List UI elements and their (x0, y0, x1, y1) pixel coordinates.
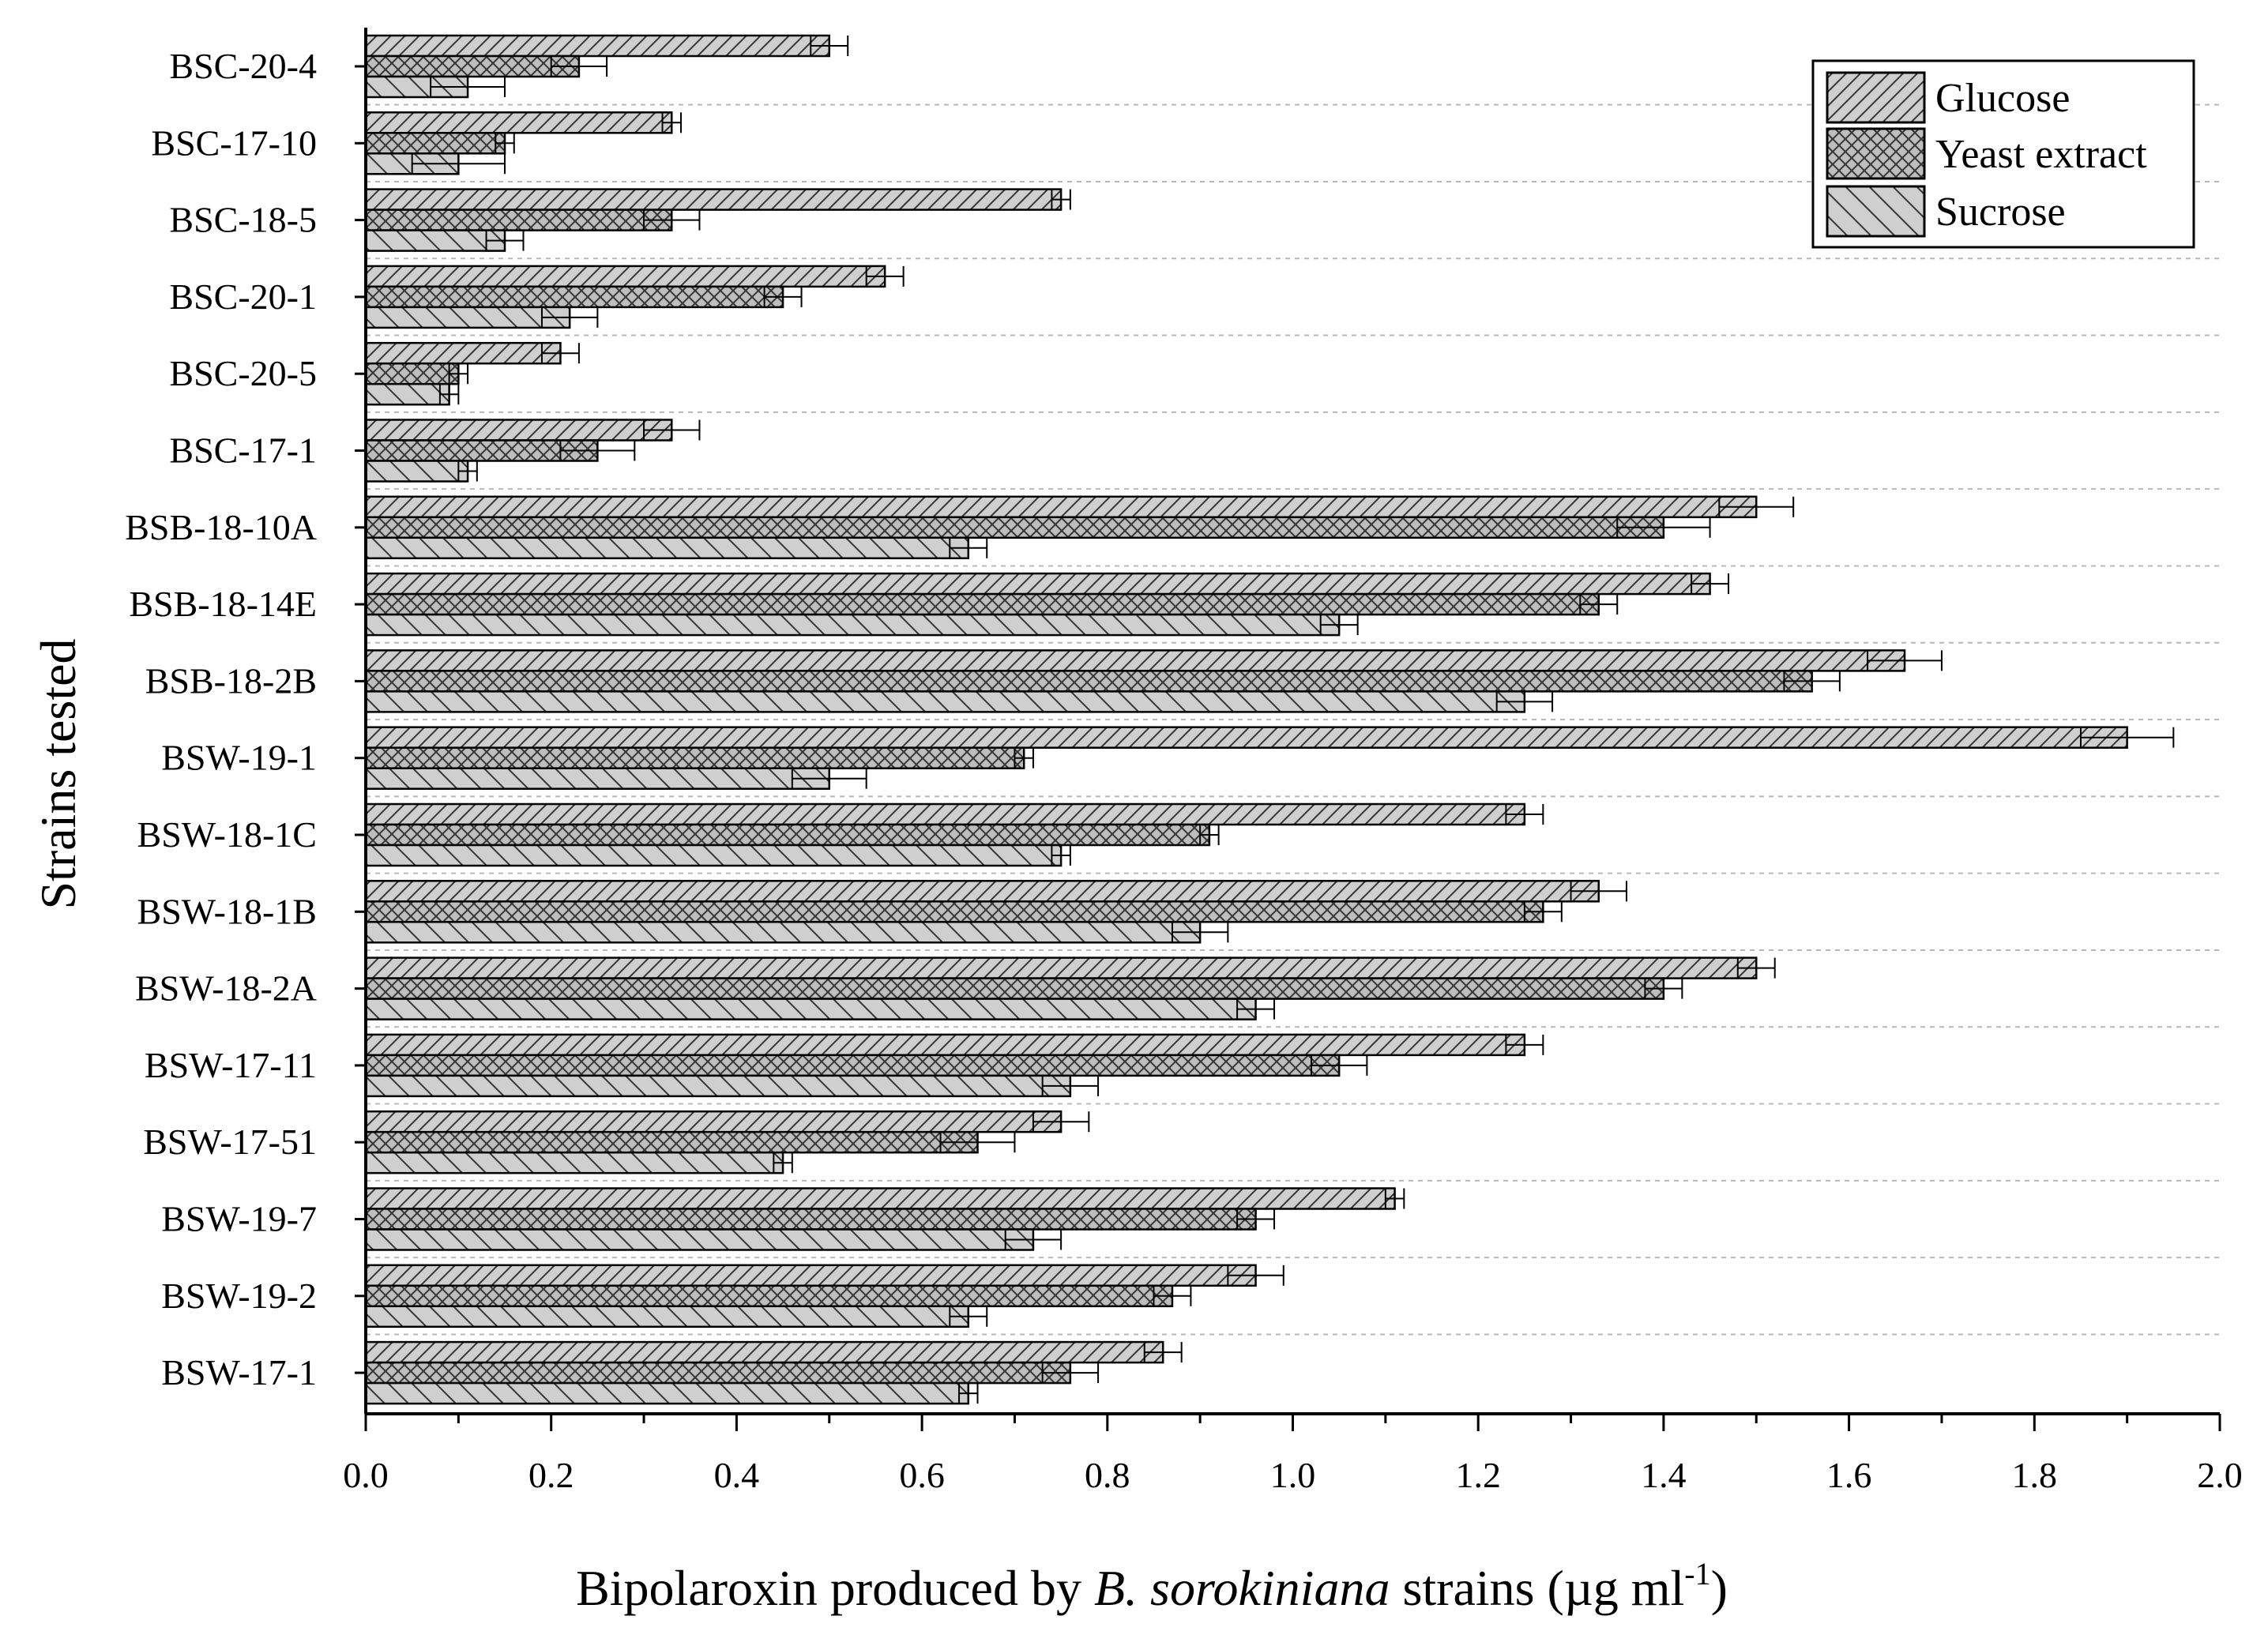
y-tick-label-bsc-17-10: BSC-17-10 (151, 122, 317, 163)
bar-sucrose-bsw-18-2a (364, 998, 1257, 1020)
bar-yeast-extract-bsb-18-10a (364, 516, 1665, 539)
y-tick-label-bsw-18-1b: BSW-18-1B (137, 891, 317, 931)
y-tick-label-bsc-18-5: BSC-18-5 (169, 200, 317, 240)
bar-sucrose-bsw-19-7 (364, 1228, 1035, 1251)
x-tick-label-0-6: 0.6 (899, 1455, 945, 1495)
bar-yeast-extract-bsw-19-2 (364, 1284, 1174, 1308)
bar-yeast-extract-bsb-18-14e (364, 592, 1600, 616)
bar-sucrose-bsw-17-11 (364, 1074, 1072, 1098)
bar-sucrose-bsc-20-5 (364, 382, 450, 406)
bar-glucose-bsc-20-1 (364, 265, 886, 288)
y-tick-label-bsb-18-14e: BSB-18-14E (129, 584, 317, 624)
bar-glucose-bsc-20-4 (364, 34, 830, 58)
bar-glucose-bsw-18-2a (364, 956, 1758, 979)
bar-sucrose-bsw-18-1b (364, 921, 1202, 944)
bar-yeast-extract-bsw-18-1c (364, 823, 1211, 847)
bar-sucrose-bsb-18-10a (364, 536, 970, 560)
x-tick-label-0-8: 0.8 (1085, 1455, 1130, 1495)
bar-sucrose-bsw-18-1c (364, 844, 1063, 867)
x-axis-title-close: ) (1711, 1560, 1728, 1616)
x-tick-label-2-0: 2.0 (2197, 1455, 2243, 1495)
legend-label-sucrose: Sucrose (1935, 190, 2066, 235)
bar-yeast-extract-bsw-17-51 (364, 1130, 979, 1154)
bar-glucose-bsb-18-2b (364, 649, 1906, 672)
x-tick-label-0-4: 0.4 (714, 1455, 760, 1495)
bars (364, 34, 2175, 1405)
y-tick-label-bsc-20-1: BSC-20-1 (169, 276, 317, 317)
x-axis-title-superscript: -1 (1684, 1556, 1710, 1592)
y-tick-label-bsb-18-2b: BSB-18-2B (145, 660, 317, 701)
bar-sucrose-bsw-19-2 (364, 1305, 970, 1328)
legend-label-glucose: Glucose (1935, 76, 2070, 121)
y-tick-label-bsc-20-5: BSC-20-5 (169, 353, 317, 393)
bar-sucrose-bsc-17-1 (364, 460, 469, 483)
bar-yeast-extract-bsw-19-7 (364, 1208, 1257, 1231)
x-tick-label-0-0: 0.0 (343, 1455, 389, 1495)
bar-glucose-bsc-17-1 (364, 419, 673, 442)
bar-yeast-extract-bsc-17-1 (364, 439, 599, 462)
legend: Glucose Yeast extract Sucrose (1811, 59, 2195, 249)
bar-yeast-extract-bsw-17-11 (364, 1054, 1341, 1077)
y-axis-title: Strains tested (30, 638, 86, 909)
y-tick-label-bsw-19-7: BSW-19-7 (161, 1199, 317, 1239)
bar-yeast-extract-bsc-18-5 (364, 209, 673, 231)
bar-glucose-bsc-18-5 (364, 188, 1063, 211)
bar-glucose-bsw-19-1 (364, 726, 2128, 749)
bar-glucose-bsc-17-10 (364, 111, 673, 134)
x-tick-label-1-6: 1.6 (1826, 1455, 1872, 1495)
y-tick-label-bsb-18-10a: BSB-18-10A (125, 507, 317, 547)
bar-yeast-extract-bsb-18-2b (364, 670, 1813, 693)
bar-glucose-bsw-18-1c (364, 802, 1526, 826)
bar-yeast-extract-bsw-18-2a (364, 977, 1665, 1000)
legend-label-yeast-extract: Yeast extract (1935, 132, 2147, 177)
bar-sucrose-bsb-18-14e (364, 613, 1341, 637)
y-ticks: BSC-20-4 BSC-17-10 BSC-18-5 BSC-20-1 BSC-20-… (125, 46, 366, 1392)
bar-yeast-extract-bsc-20-1 (364, 285, 784, 309)
bar-glucose-bsw-17-11 (364, 1033, 1526, 1057)
bar-yeast-extract-bsw-19-1 (364, 746, 1025, 769)
bar-sucrose-bsb-18-2b (364, 690, 1526, 713)
y-tick-label-bsw-18-2a: BSW-18-2A (135, 968, 317, 1009)
bar-glucose-bsb-18-10a (364, 495, 1758, 519)
y-tick-label-bsw-19-2: BSW-19-2 (161, 1276, 317, 1316)
bar-glucose-bsw-17-51 (364, 1110, 1063, 1133)
bar-sucrose-bsw-17-1 (364, 1381, 970, 1405)
legend-swatch-yeast-extract (1826, 127, 1926, 180)
bar-sucrose-bsc-20-1 (364, 306, 571, 329)
y-tick-label-bsw-17-11: BSW-17-11 (145, 1045, 317, 1085)
y-tick-label-bsw-18-1c: BSW-18-1C (137, 814, 317, 855)
legend-swatch-glucose (1826, 71, 1926, 124)
bar-glucose-bsw-19-7 (364, 1187, 1396, 1210)
bar-sucrose-bsw-19-1 (364, 767, 830, 790)
x-tick-label-1-0: 1.0 (1270, 1455, 1316, 1495)
x-axis-title: Bipolaroxin produced by B. sorokiniana s… (576, 1556, 1728, 1616)
bar-sucrose-bsc-18-5 (364, 229, 506, 252)
x-axis-title-suffix: strains (µg ml (1390, 1560, 1684, 1616)
bar-yeast-extract-bsw-18-1b (364, 900, 1544, 923)
x-tick-label-0-2: 0.2 (528, 1455, 574, 1495)
y-tick-label-bsc-20-4: BSC-20-4 (169, 46, 317, 86)
bar-yeast-extract-bsw-17-1 (364, 1361, 1072, 1385)
bar-yeast-extract-bsc-17-10 (364, 132, 506, 155)
bar-glucose-bsc-20-5 (364, 341, 562, 365)
y-tick-label-bsw-19-1: BSW-19-1 (161, 738, 317, 778)
x-tick-label-1-2: 1.2 (1455, 1455, 1501, 1495)
x-ticks: 0.0 0.2 0.4 0.6 0.8 1.0 1.2 1.4 1.6 1.8 2.0 (343, 1414, 2243, 1495)
bar-yeast-extract-bsc-20-5 (364, 362, 460, 385)
x-axis-title-prefix: Bipolaroxin produced by (576, 1560, 1094, 1616)
bar-yeast-extract-bsc-20-4 (364, 54, 581, 78)
y-tick-label-bsw-17-51: BSW-17-51 (143, 1122, 317, 1162)
bar-glucose-bsb-18-14e (364, 572, 1711, 596)
legend-swatch-sucrose (1826, 185, 1926, 238)
y-tick-label-bsc-17-1: BSC-17-1 (169, 430, 317, 471)
x-tick-label-1-4: 1.4 (1641, 1455, 1687, 1495)
x-axis-title-italic: B. sorokiniana (1094, 1560, 1390, 1616)
bar-glucose-bsw-19-2 (364, 1264, 1257, 1287)
y-tick-label-bsw-17-1: BSW-17-1 (161, 1352, 317, 1392)
x-tick-label-1-8: 1.8 (2012, 1455, 2058, 1495)
bar-sucrose-bsw-17-51 (364, 1151, 784, 1174)
bar-glucose-bsw-17-1 (364, 1340, 1164, 1364)
bar-glucose-bsw-18-1b (364, 880, 1600, 903)
